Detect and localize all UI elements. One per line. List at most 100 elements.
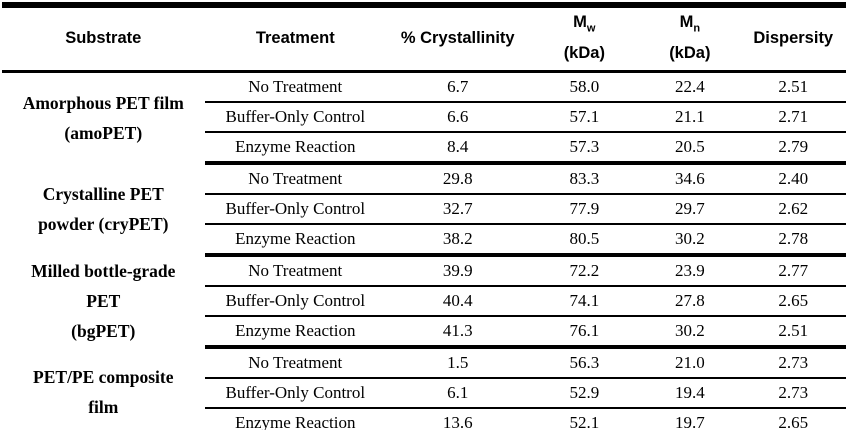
table-row: Milled bottle-grade PET (bgPET) No Treatmen… <box>2 255 846 341</box>
mn-value: 23.9 <box>639 255 741 288</box>
substrate-line: film <box>88 397 119 418</box>
header-row: Substrate Treatment % Crystallinity Mw (kDa)… <box>2 5 846 74</box>
mw-value: 57.3 <box>529 132 640 166</box>
mn-value: 30.2 <box>639 224 741 258</box>
mn-value: 19.4 <box>639 378 741 410</box>
treatment-cell: Enzyme Reaction <box>204 224 386 258</box>
mw-value: 56.3 <box>529 347 640 380</box>
crystallinity-value: 1.5 <box>386 347 530 380</box>
mw-value: 52.1 <box>529 408 640 430</box>
mw-value: 74.1 <box>529 286 640 318</box>
substrate-cell: Crystalline PET powder (cryPET) <box>2 163 205 255</box>
mw-value: 77.9 <box>529 194 640 226</box>
table-row: Enzyme Reaction 8.4 57.3 20.5 2.79 <box>2 132 846 166</box>
column-unit: (kDa) <box>669 44 711 63</box>
treatment-cell: Buffer-Only Control <box>204 194 386 226</box>
mn-value: 34.6 <box>639 163 741 196</box>
crystallinity-value: 13.6 <box>386 408 530 430</box>
mn-value: 19.7 <box>639 408 741 430</box>
treatment-cell: Buffer-Only Control <box>204 102 386 134</box>
table-row: Enzyme Reaction 41.3 76.1 30.2 2.51 <box>2 316 846 350</box>
column-label: M <box>573 13 587 31</box>
mw-value: 80.5 <box>529 224 640 258</box>
column-unit: (kDa) <box>563 44 605 63</box>
crystallinity-value: 6.6 <box>386 102 530 134</box>
crystallinity-value: 6.1 <box>386 378 530 410</box>
column-label: Treatment <box>255 28 335 47</box>
dispersity-value: 2.73 <box>740 378 846 410</box>
crystallinity-value: 41.3 <box>386 316 530 350</box>
column-header-mn: Mn (kDa) <box>639 5 741 74</box>
mn-value: 21.1 <box>639 102 741 134</box>
column-label: Dispersity <box>753 28 834 47</box>
dispersity-value: 2.78 <box>740 224 846 258</box>
crystallinity-value: 40.4 <box>386 286 530 318</box>
crystallinity-value: 38.2 <box>386 224 530 258</box>
substrate-line: PET <box>86 291 121 312</box>
dispersity-value: 2.71 <box>740 102 846 134</box>
mw-value: 57.1 <box>529 102 640 134</box>
crystallinity-value: 29.8 <box>386 163 530 196</box>
mw-value: 52.9 <box>529 378 640 410</box>
mn-value: 29.7 <box>639 194 741 226</box>
treatment-cell: Enzyme Reaction <box>204 132 386 166</box>
treatment-cell: Buffer-Only Control <box>204 378 386 410</box>
mn-value: 20.5 <box>639 132 741 166</box>
table-row: Buffer-Only Control 40.4 74.1 27.8 2.65 <box>2 286 846 318</box>
substrate-line: (bgPET) <box>71 321 136 342</box>
table-row: Crystalline PET powder (cryPET) No Treatme… <box>2 163 846 234</box>
substrate-line: Milled bottle-grade <box>31 261 176 282</box>
table-row: Enzyme Reaction 38.2 80.5 30.2 2.78 <box>2 224 846 258</box>
dispersity-value: 2.51 <box>740 71 846 104</box>
column-label-subscript: w <box>586 22 596 35</box>
substrate-cell: PET/PE composite film <box>2 347 205 430</box>
substrate-cell: Amorphous PET film (amoPET) <box>2 72 205 164</box>
substrate-cell: Milled bottle-grade PET (bgPET) <box>2 255 205 347</box>
table-row: Buffer-Only Control 32.7 77.9 29.7 2.62 <box>2 194 846 226</box>
treatment-cell: No Treatment <box>204 163 386 196</box>
column-label: Substrate <box>65 28 142 47</box>
dispersity-value: 2.65 <box>740 286 846 318</box>
mw-value: 58.0 <box>529 71 640 104</box>
substrate-line: PET/PE composite <box>33 367 174 388</box>
table-row: Buffer-Only Control 6.1 52.9 19.4 2.73 <box>2 378 846 410</box>
substrate-line: Crystalline PET <box>42 184 164 205</box>
column-header-crystallinity: % Crystallinity <box>386 5 530 74</box>
table-body: Amorphous PET film (amoPET) No Treatment 6.… <box>2 71 846 430</box>
mn-value: 30.2 <box>639 316 741 350</box>
crystallinity-value: 32.7 <box>386 194 530 226</box>
mw-value: 83.3 <box>529 163 640 196</box>
mn-value: 21.0 <box>639 347 741 380</box>
crystallinity-value: 8.4 <box>386 132 530 166</box>
treatment-cell: No Treatment <box>204 255 386 288</box>
table-row: PET/PE composite film No Treatment 1.5 56.3 2… <box>2 347 846 417</box>
column-header-mw: Mw (kDa) <box>529 5 640 74</box>
substrate-line: (amoPET) <box>64 123 143 144</box>
column-header-substrate: Substrate <box>2 5 205 74</box>
treatment-cell: Enzyme Reaction <box>204 316 386 350</box>
dispersity-value: 2.40 <box>740 163 846 196</box>
mw-value: 76.1 <box>529 316 640 350</box>
treatment-cell: No Treatment <box>204 71 386 104</box>
column-label-subscript: n <box>693 22 701 35</box>
dispersity-value: 2.65 <box>740 408 846 430</box>
crystallinity-value: 39.9 <box>386 255 530 288</box>
column-header-dispersity: Dispersity <box>740 5 846 74</box>
column-header-treatment: Treatment <box>204 5 386 74</box>
substrate-line: Amorphous PET film <box>22 93 184 114</box>
table-row: Buffer-Only Control 6.6 57.1 21.1 2.71 <box>2 102 846 134</box>
crystallinity-value: 6.7 <box>386 71 530 104</box>
table-row: Enzyme Reaction 13.6 52.1 19.7 2.65 <box>2 408 846 430</box>
substrate-line: powder (cryPET) <box>38 214 169 235</box>
treatment-cell: No Treatment <box>204 347 386 380</box>
treatment-cell: Enzyme Reaction <box>204 408 386 430</box>
mn-value: 22.4 <box>639 71 741 104</box>
column-label: M <box>679 13 694 31</box>
dispersity-value: 2.73 <box>740 347 846 380</box>
dispersity-value: 2.51 <box>740 316 846 350</box>
dispersity-value: 2.79 <box>740 132 846 166</box>
table-header: Substrate Treatment % Crystallinity Mw (kDa)… <box>2 5 846 74</box>
dispersity-value: 2.62 <box>740 194 846 226</box>
